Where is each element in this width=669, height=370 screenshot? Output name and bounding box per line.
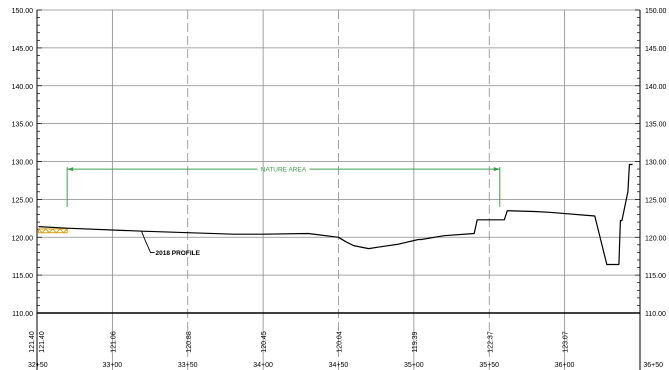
elevation-label: 122.37	[487, 331, 494, 353]
y-tick-label-right: 140.00	[645, 84, 667, 91]
profile-label-leader	[141, 231, 155, 253]
y-tick-label-left: 120.00	[12, 235, 34, 242]
x-axis: 32+50 33+00 33+50 34+00 34+50 35+00 35+50 36+00…	[28, 362, 663, 369]
x-tick-label: 36+50	[643, 362, 663, 369]
nature-area-arrow-right	[493, 167, 500, 172]
y-tick-label-left: 110.00	[12, 311, 33, 318]
y-axis-right: 110.00 115.00 120.00 125.00 130.00 135.00 140.…	[635, 8, 667, 318]
y-tick-label-left: 130.00	[12, 160, 34, 167]
y-tick-label-left: 125.00	[12, 197, 34, 204]
elevation-label: 119.39	[412, 331, 419, 352]
elevation-label: 121.06	[110, 331, 117, 353]
x-tick-label: 33+50	[178, 362, 198, 369]
x-tick-label: 34+00	[253, 362, 273, 369]
y-tick-label-left: 135.00	[12, 122, 34, 129]
y-tick-label-left: 150.00	[12, 8, 34, 15]
elevation-label: 121.40	[29, 331, 36, 353]
series-line-profile	[38, 163, 633, 266]
y-tick-label-left: 145.00	[12, 46, 34, 53]
y-tick-label-left: 140.00	[12, 84, 34, 91]
elevation-label: 120.88	[186, 331, 193, 353]
y-tick-label-right: 135.00	[645, 122, 667, 129]
y-tick-label-right: 130.00	[645, 160, 667, 167]
y-tick-label-right: 125.00	[645, 197, 667, 204]
y-tick-label-right: 115.00	[645, 273, 666, 280]
grid	[37, 9, 640, 370]
y-axis-left: 110.00 115.00 120.00 125.00 130.00 135.00 140.…	[12, 8, 42, 318]
nature-area-arrow-left	[67, 167, 74, 172]
elevation-label: 120.45	[261, 331, 268, 353]
y-tick-label-right: 145.00	[645, 46, 667, 53]
x-tick-label: 35+00	[404, 362, 424, 369]
annotations: NATURE AREA 2018 PROFILE	[38, 167, 501, 257]
y-tick-label-left: 115.00	[12, 273, 33, 280]
elevation-label: 120.04	[337, 331, 344, 353]
elevation-label: 121.40	[39, 331, 46, 353]
y-tick-label-right: 150.00	[645, 8, 667, 15]
profile-label: 2018 PROFILE	[156, 250, 201, 257]
x-tick-label: 33+00	[103, 362, 123, 369]
x-tick-label: 35+50	[479, 362, 499, 369]
y-tick-label-right: 110.00	[645, 311, 666, 318]
x-tick-label: 32+50	[28, 362, 48, 369]
frame	[36, 10, 641, 370]
elevation-label: 123.07	[563, 331, 570, 353]
series-layer	[38, 163, 633, 266]
nature-area-label: NATURE AREA	[261, 167, 307, 174]
x-tick-label: 34+50	[329, 362, 349, 369]
y-tick-label-right: 120.00	[645, 235, 667, 242]
x-tick-label: 36+00	[555, 362, 575, 369]
elevation-labels: 121.40 121.40 121.06 120.88 120.45 120.04 119.…	[29, 331, 570, 353]
wall-marker-zigzag	[38, 228, 68, 234]
